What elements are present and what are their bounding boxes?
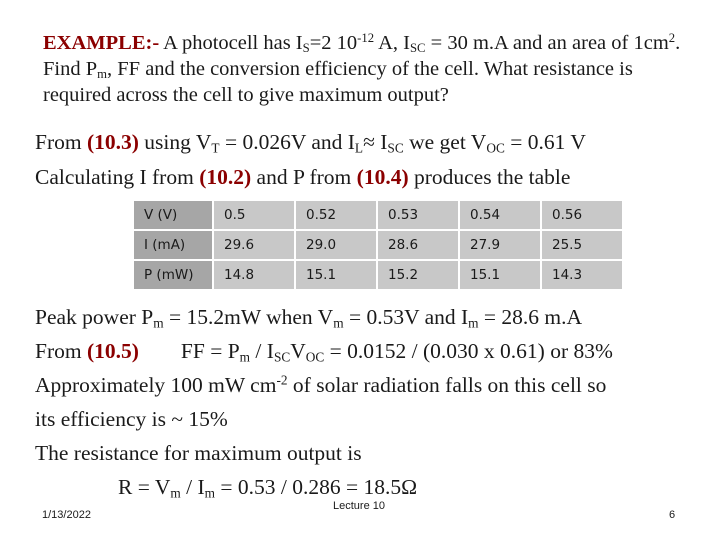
- text: FF = P: [180, 339, 240, 363]
- example-text: . Find P: [43, 32, 681, 80]
- table-row: V (V) 0.5 0.52 0.53 0.54 0.56: [132, 199, 624, 231]
- subscript: m: [153, 315, 164, 331]
- subscript: L: [354, 140, 364, 156]
- iv-power-table: V (V) 0.5 0.52 0.53 0.54 0.56 I (mA) 29.…: [132, 199, 624, 291]
- subscript: T: [211, 140, 220, 156]
- table-cell: 0.54: [458, 199, 542, 231]
- resistance-intro-line: The resistance for maximum output is: [35, 441, 362, 466]
- text: = 0.026V and I: [219, 130, 355, 154]
- superscript: 2: [668, 31, 676, 46]
- equation-ref: (10.5): [86, 339, 139, 363]
- subscript: m: [468, 315, 479, 331]
- table-cell: 0.52: [294, 199, 378, 231]
- example-text: A photocell has I: [159, 32, 303, 54]
- text: R = V: [118, 475, 171, 499]
- example-problem-statement: EXAMPLE:- A photocell has IS=2 10-12 A, …: [43, 30, 693, 108]
- text: its efficiency is ~ 15%: [35, 407, 228, 431]
- text: produces the table: [408, 165, 571, 189]
- text: = 0.53V and I: [343, 305, 469, 329]
- text: V: [290, 339, 306, 363]
- text: = 0.61 V: [504, 130, 586, 154]
- superscript: -2: [276, 372, 288, 388]
- table-cell: 0.53: [376, 199, 460, 231]
- equation-ref: (10.3): [86, 130, 139, 154]
- voc-calculation-line: From (10.3) using VT = 0.026V and IL≈ IS…: [35, 130, 586, 155]
- subscript: OC: [305, 349, 325, 365]
- example-text: , FF and the conversion efficiency of th…: [43, 58, 633, 106]
- equation-ref: (10.4): [356, 165, 409, 189]
- fill-factor-line: From (10.5) FF = Pm / ISCVOC = 0.0152 / (…: [35, 339, 613, 364]
- table-cell: 29.0: [294, 229, 378, 261]
- subscript: m: [204, 485, 215, 501]
- table-row: I (mA) 29.6 29.0 28.6 27.9 25.5: [132, 229, 624, 261]
- footer-lecture: Lecture 10: [333, 500, 385, 512]
- row-header-power: P (mW): [132, 259, 214, 291]
- subscript: SC: [387, 140, 404, 156]
- peak-power-line: Peak power Pm = 15.2mW when Vm = 0.53V a…: [35, 305, 582, 330]
- text: = 0.53 / 0.286 = 18.5Ω: [215, 475, 418, 499]
- subscript: m: [333, 315, 344, 331]
- table-cell: 14.8: [212, 259, 296, 291]
- table-cell: 15.1: [294, 259, 378, 291]
- row-header-voltage: V (V): [132, 199, 214, 231]
- text: and P from: [251, 165, 357, 189]
- page-number: 6: [669, 509, 676, 521]
- table-cell: 28.6: [376, 229, 460, 261]
- text: = 28.6 m.A: [478, 305, 583, 329]
- table-cell: 15.1: [458, 259, 542, 291]
- example-text: A, I: [374, 32, 410, 54]
- text: The resistance for maximum output is: [35, 441, 362, 465]
- resistance-equation-line: R = Vm / Im = 0.53 / 0.286 = 18.5Ω: [118, 475, 417, 500]
- example-label: EXAMPLE:-: [43, 32, 160, 54]
- text: / I: [250, 339, 274, 363]
- text: Approximately 100 mW cm: [35, 373, 277, 397]
- text: = 15.2mW when V: [163, 305, 334, 329]
- example-text: = 30 m.A and an area of 1cm: [425, 32, 669, 54]
- subscript: SC: [273, 349, 291, 365]
- subscript: OC: [486, 140, 505, 156]
- superscript: -12: [357, 31, 375, 46]
- subscript: m: [239, 349, 251, 365]
- text: / I: [180, 475, 205, 499]
- table-cell: 15.2: [376, 259, 460, 291]
- text: ≈ I: [363, 130, 388, 154]
- subscript: m: [170, 485, 181, 501]
- subscript: S: [302, 41, 310, 56]
- solar-radiation-line: Approximately 100 mW cm-2 of solar radia…: [35, 373, 606, 398]
- efficiency-line: its efficiency is ~ 15%: [35, 407, 228, 432]
- table-row: P (mW) 14.8 15.1 15.2 15.1 14.3: [132, 259, 624, 291]
- subscript: SC: [409, 41, 426, 56]
- table-intro-line: Calculating I from (10.2) and P from (10…: [35, 165, 570, 190]
- row-header-current: I (mA): [132, 229, 214, 261]
- text: we get V: [403, 130, 487, 154]
- text: From: [35, 339, 87, 363]
- table-cell: 29.6: [212, 229, 296, 261]
- text: Calculating I from: [35, 165, 200, 189]
- example-text: =2 10: [309, 32, 358, 54]
- text: From: [35, 130, 87, 154]
- text: Peak power P: [35, 305, 154, 329]
- table-cell: 25.5: [540, 229, 624, 261]
- text: using V: [138, 130, 212, 154]
- table-cell: 27.9: [458, 229, 542, 261]
- table-cell: 14.3: [540, 259, 624, 291]
- table-cell: 0.56: [540, 199, 624, 231]
- footer-date: 1/13/2022: [42, 509, 91, 521]
- equation-ref: (10.2): [199, 165, 252, 189]
- text: of solar radiation falls on this cell so: [287, 373, 607, 397]
- text: = 0.0152 / (0.030 x 0.61) or 83%: [324, 339, 613, 363]
- subscript: m: [97, 67, 108, 82]
- table-cell: 0.5: [212, 199, 296, 231]
